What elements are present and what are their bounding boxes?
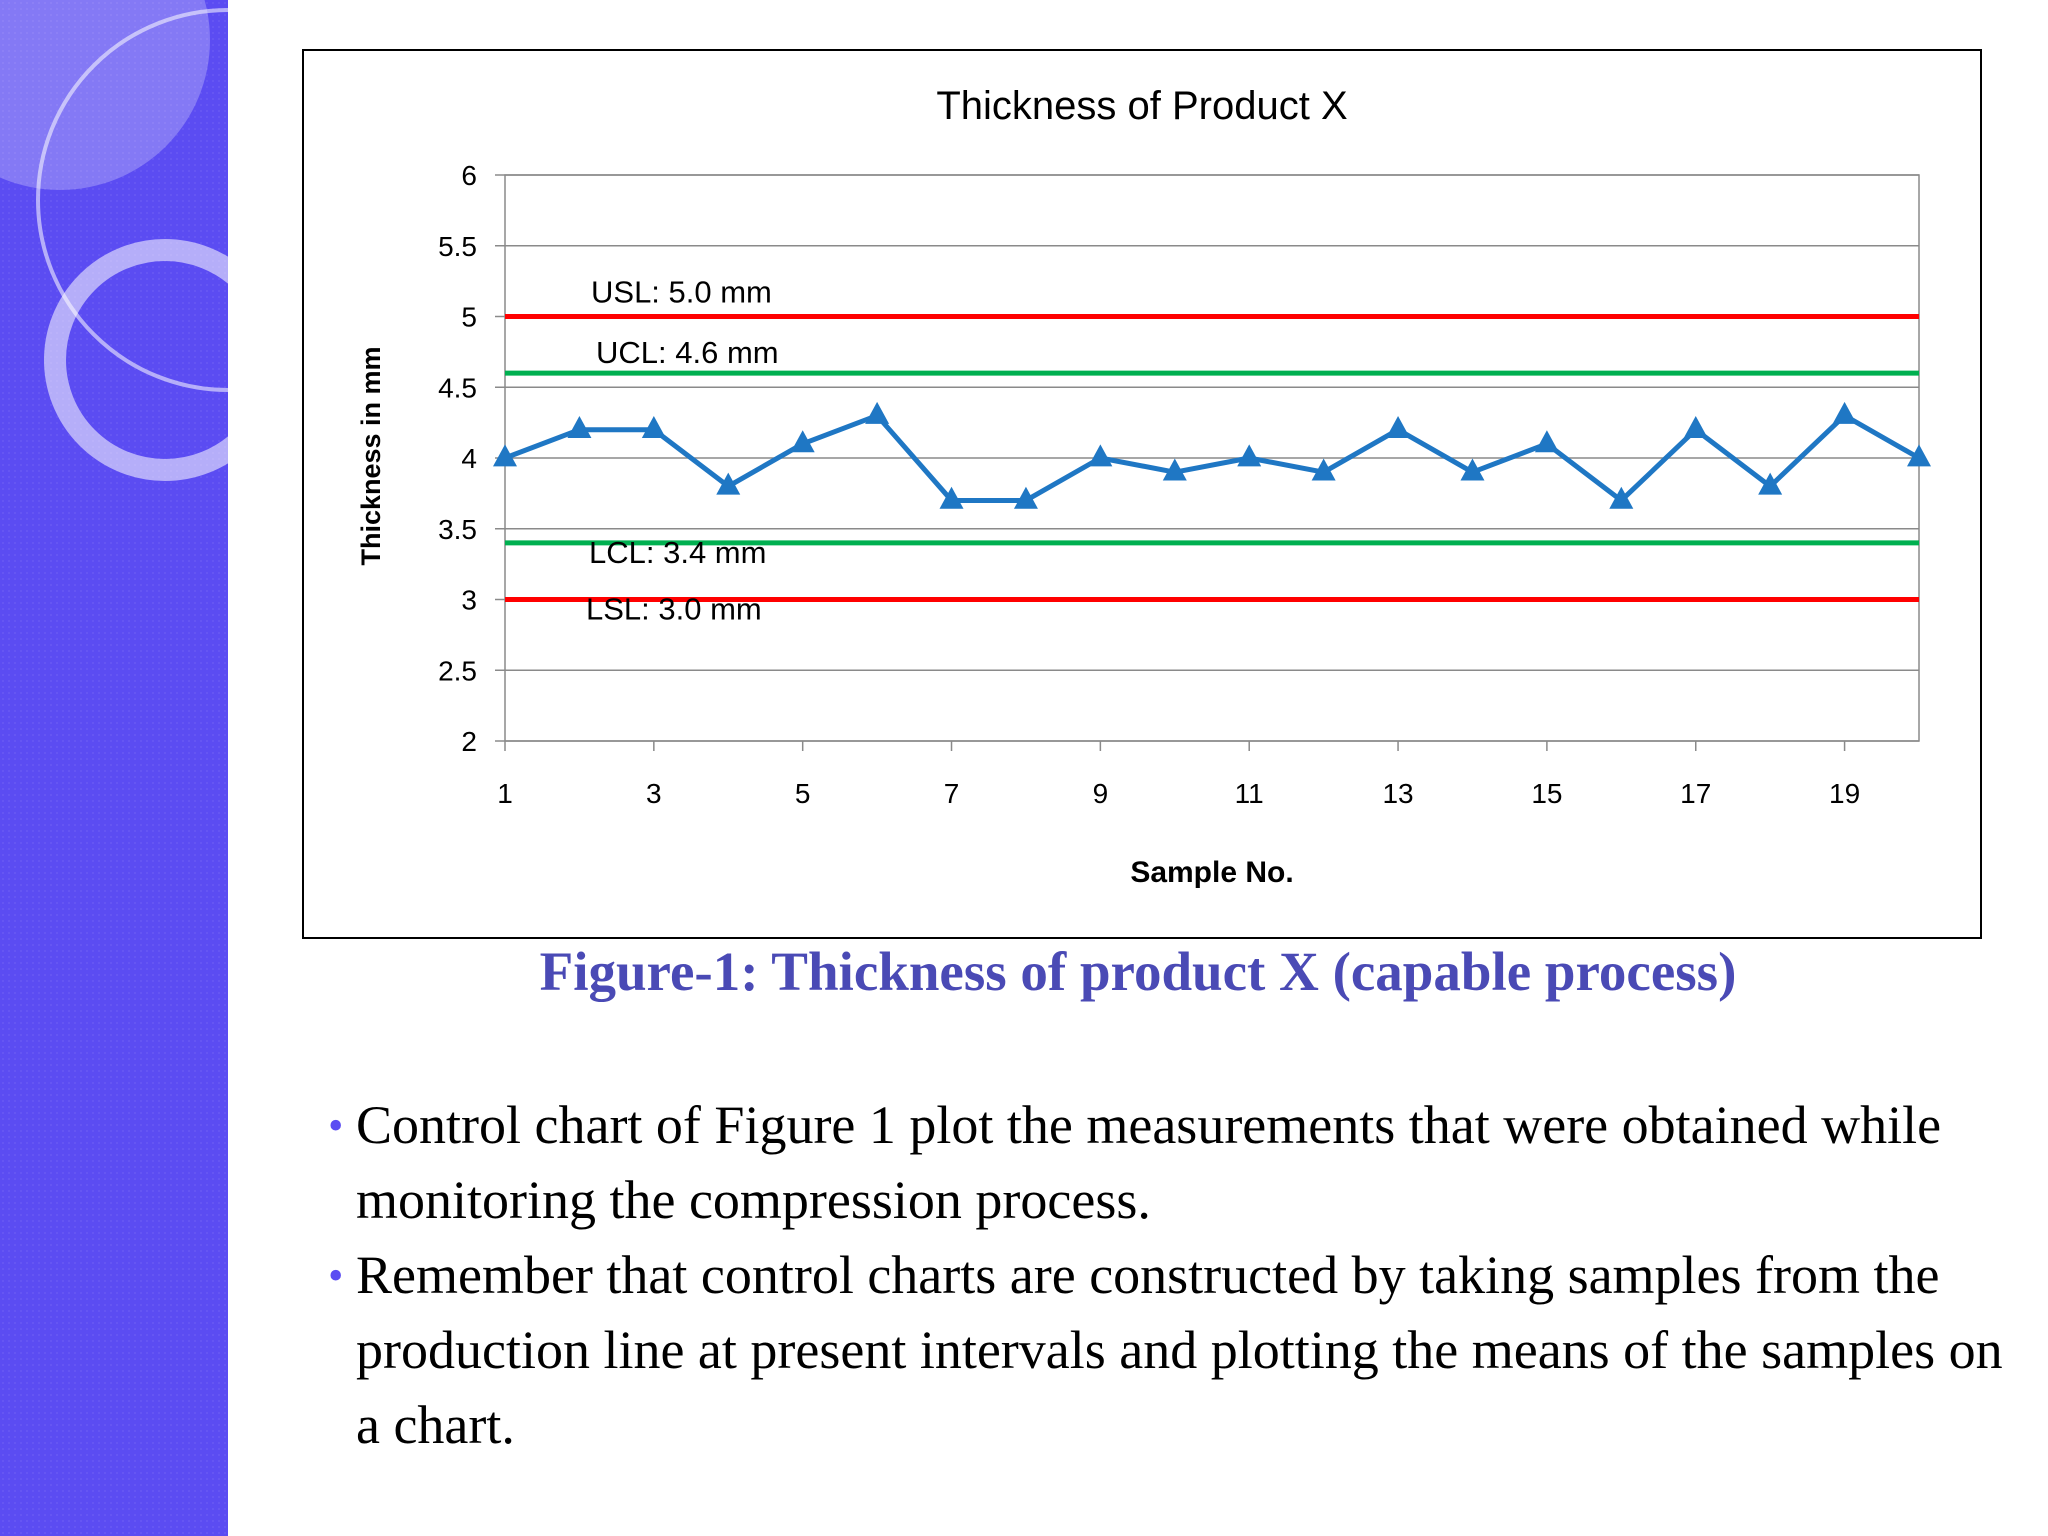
y-tick-label: 3 xyxy=(461,585,477,616)
y-tick-label: 5.5 xyxy=(438,231,477,262)
x-tick-label: 5 xyxy=(795,778,811,809)
x-tick-label: 11 xyxy=(1235,778,1264,809)
y-tick-label: 5 xyxy=(461,302,477,333)
reference-line-label: UCL: 4.6 mm xyxy=(596,335,779,370)
y-tick-label: 6 xyxy=(461,160,477,191)
data-point xyxy=(1907,444,1931,467)
data-point xyxy=(1460,458,1485,481)
x-tick-label: 1 xyxy=(497,778,513,809)
bullet-dot-icon: • xyxy=(328,1101,344,1150)
figure-caption: Figure-1: Thickness of product X (capabl… xyxy=(539,941,1737,1002)
chart-container: Thickness of Product X Thickness in mm S… xyxy=(302,49,1982,939)
data-point xyxy=(1386,416,1411,439)
control-chart: Thickness of Product X Thickness in mm S… xyxy=(356,84,1931,889)
data-point xyxy=(865,401,890,424)
y-tick-label: 3.5 xyxy=(438,514,477,545)
bullet-dot-icon: • xyxy=(328,1251,344,1300)
y-tick-label: 2.5 xyxy=(438,655,477,686)
data-point xyxy=(1162,458,1187,481)
y-tick-label: 4 xyxy=(461,443,477,474)
bullet-text: Remember that control charts are constru… xyxy=(356,1245,2003,1455)
data-point xyxy=(939,486,964,509)
x-tick-label: 15 xyxy=(1531,778,1562,809)
bullet-list: • Control chart of Figure 1 plot the meas… xyxy=(328,1088,2018,1463)
y-axis-label: Thickness in mm xyxy=(356,346,386,565)
x-tick-label: 19 xyxy=(1829,778,1860,809)
x-tick-label: 7 xyxy=(944,778,960,809)
chart-title: Thickness of Product X xyxy=(936,84,1347,128)
x-axis-label: Sample No. xyxy=(1130,856,1293,889)
bullet-item: • Remember that control charts are constr… xyxy=(328,1238,2018,1463)
reference-line-label: LCL: 3.4 mm xyxy=(589,535,766,570)
y-tick-label: 2 xyxy=(461,726,477,757)
x-tick-label: 3 xyxy=(646,778,662,809)
data-point xyxy=(641,416,666,439)
data-series-line xyxy=(504,413,1921,503)
reference-line-label: LSL: 3.0 mm xyxy=(586,592,762,627)
data-point xyxy=(1683,416,1708,439)
data-point xyxy=(790,430,815,453)
data-point xyxy=(567,416,592,439)
data-point xyxy=(1311,458,1336,481)
data-point xyxy=(716,472,741,495)
bullet-text: Control chart of Figure 1 plot the measu… xyxy=(356,1095,1942,1230)
data-point xyxy=(1832,401,1857,424)
reference-line-label: USL: 5.0 mm xyxy=(591,275,772,310)
x-tick-label: 9 xyxy=(1093,778,1109,809)
x-tick-label: 13 xyxy=(1382,778,1413,809)
decorative-circles xyxy=(0,0,228,481)
y-tick-label: 4.5 xyxy=(438,372,477,403)
data-point xyxy=(1013,486,1038,509)
data-point xyxy=(493,444,517,467)
bullet-item: • Control chart of Figure 1 plot the meas… xyxy=(328,1088,2018,1238)
data-point xyxy=(1534,430,1559,453)
decorative-sidebar xyxy=(0,0,228,1536)
data-point xyxy=(1088,444,1113,467)
data-point xyxy=(1237,444,1262,467)
x-tick-label: 17 xyxy=(1680,778,1711,809)
data-point xyxy=(1758,472,1783,495)
data-point xyxy=(1609,486,1634,509)
